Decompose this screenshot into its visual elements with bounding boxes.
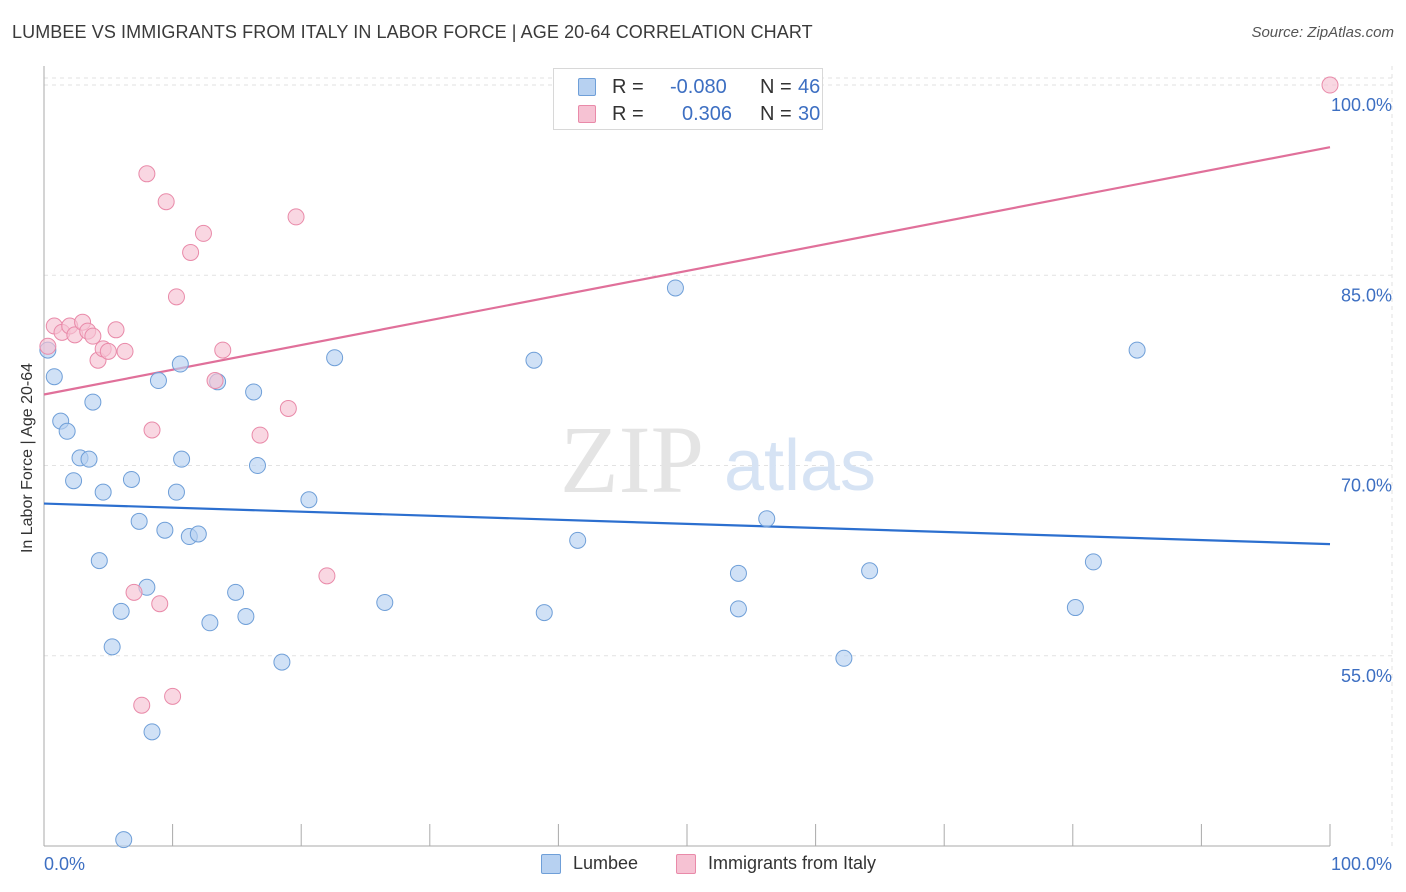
- data-point-italy: [182, 243, 200, 261]
- data-point-lumbee: [248, 457, 266, 475]
- bottom-legend-swatch-lumbee: [541, 854, 561, 874]
- data-point-lumbee: [237, 607, 255, 625]
- data-point-lumbee: [1128, 341, 1146, 359]
- data-point-lumbee: [90, 552, 108, 570]
- data-point-lumbee: [112, 602, 130, 620]
- data-point-lumbee: [569, 531, 587, 549]
- data-point-lumbee: [130, 512, 148, 530]
- data-point-italy: [116, 342, 134, 360]
- y-tick-label: 100.0%: [1331, 95, 1392, 115]
- legend-n-label: N =: [760, 103, 792, 125]
- data-point-lumbee: [149, 372, 167, 390]
- data-point-italy: [287, 208, 305, 226]
- data-point-italy: [133, 696, 151, 714]
- data-point-lumbee: [84, 393, 102, 411]
- data-point-lumbee: [729, 564, 747, 582]
- data-point-italy: [206, 372, 224, 390]
- chart-title: LUMBEE VS IMMIGRANTS FROM ITALY IN LABOR…: [12, 22, 813, 42]
- data-point-lumbee: [525, 351, 543, 369]
- legend-swatch-italy: [578, 105, 596, 123]
- data-point-italy: [157, 193, 175, 211]
- data-point-italy: [164, 687, 182, 705]
- data-point-italy: [1321, 76, 1339, 94]
- data-point-lumbee: [535, 604, 553, 622]
- bottom-legend-label-lumbee: Lumbee: [573, 853, 639, 873]
- data-point-italy: [151, 595, 169, 613]
- data-point-italy: [143, 421, 161, 439]
- data-point-lumbee: [167, 483, 185, 501]
- data-point-lumbee: [103, 638, 121, 656]
- legend-n-label: N =: [760, 76, 792, 98]
- data-point-italy: [84, 327, 102, 345]
- data-point-lumbee: [273, 653, 291, 671]
- data-point-lumbee: [189, 525, 207, 543]
- data-point-italy: [214, 341, 232, 359]
- data-point-lumbee: [45, 368, 63, 386]
- legend-r-value: -0.080: [670, 76, 727, 98]
- data-point-lumbee: [227, 583, 245, 601]
- x-tick-label: 0.0%: [44, 854, 85, 874]
- data-point-lumbee: [861, 562, 879, 580]
- data-point-lumbee: [156, 521, 174, 539]
- legend-swatch-lumbee: [578, 78, 596, 96]
- data-point-italy: [318, 567, 336, 585]
- data-point-italy: [279, 399, 297, 417]
- grid-lines: [44, 66, 1393, 846]
- data-point-lumbee: [171, 355, 189, 373]
- data-point-lumbee: [143, 723, 161, 741]
- trend-line-lumbee: [43, 502, 1331, 546]
- bottom-legend-swatch-italy: [676, 854, 696, 874]
- legend-r-label: R =: [612, 103, 644, 125]
- data-point-lumbee: [115, 831, 133, 849]
- data-point-lumbee: [835, 649, 853, 667]
- data-point-lumbee: [326, 349, 344, 367]
- data-point-lumbee: [80, 450, 98, 468]
- trend-lines: [43, 146, 1331, 546]
- legend-n-value: 46: [798, 76, 821, 98]
- tick-labels: 55.0% 70.0% 85.0% 100.0% 0.0% 100.0%: [44, 95, 1392, 874]
- data-point-lumbee: [65, 472, 83, 490]
- bottom-legend-label-italy: Immigrants from Italy: [708, 853, 877, 873]
- data-point-lumbee: [58, 422, 76, 440]
- correlation-legend: R = -0.080 N = 46 R = 0.306 N = 30: [553, 68, 823, 130]
- legend-n-value: 30: [798, 103, 821, 125]
- data-point-lumbee: [758, 510, 776, 528]
- source-credit: Source: ZipAtlas.com: [1251, 24, 1394, 41]
- legend-r-value: 0.306: [682, 103, 733, 125]
- legend-r-label: R =: [612, 76, 644, 98]
- data-point-lumbee: [376, 593, 394, 611]
- data-point-italy: [194, 224, 212, 242]
- data-point-lumbee: [729, 600, 747, 618]
- data-point-lumbee: [1084, 553, 1102, 571]
- y-tick-label: 70.0%: [1341, 476, 1392, 496]
- data-point-lumbee: [666, 279, 684, 297]
- data-point-lumbee: [300, 491, 318, 509]
- data-point-italy: [39, 337, 57, 355]
- watermark: ZIP atlas: [560, 406, 876, 513]
- data-point-lumbee: [1066, 599, 1084, 617]
- x-tick-label: 100.0%: [1331, 854, 1392, 874]
- data-point-italy: [107, 321, 125, 339]
- data-point-italy: [99, 342, 117, 360]
- data-point-lumbee: [201, 614, 219, 632]
- axes: [43, 66, 1331, 847]
- y-axis-label: In Labor Force | Age 20-64: [19, 362, 36, 554]
- data-point-lumbee: [245, 383, 263, 401]
- data-point-italy: [167, 288, 185, 306]
- data-point-italy: [125, 583, 143, 601]
- data-point-lumbee: [173, 450, 191, 468]
- y-tick-label: 55.0%: [1341, 666, 1392, 686]
- data-point-lumbee: [122, 470, 140, 488]
- data-points: [39, 76, 1339, 849]
- watermark-atlas: atlas: [724, 426, 876, 506]
- watermark-zip: ZIP: [560, 406, 704, 513]
- data-point-lumbee: [94, 483, 112, 501]
- y-tick-label: 85.0%: [1341, 285, 1392, 305]
- trend-line-italy: [43, 146, 1331, 396]
- data-point-italy: [251, 426, 269, 444]
- data-point-italy: [138, 165, 156, 183]
